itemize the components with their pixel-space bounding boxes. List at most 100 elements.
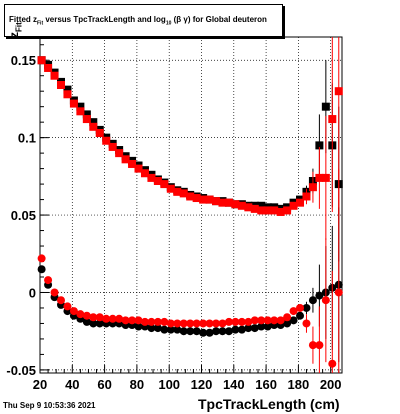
data-point-circle bbox=[147, 324, 156, 333]
data-point-circle bbox=[95, 319, 104, 328]
data-point-circle bbox=[166, 319, 175, 328]
data-point-square bbox=[37, 56, 46, 65]
data-point-square bbox=[205, 195, 214, 204]
data-point-square bbox=[153, 177, 162, 185]
data-point-circle bbox=[102, 314, 111, 323]
data-point-circle bbox=[89, 319, 98, 328]
data-point-circle bbox=[134, 322, 143, 331]
data-point-square bbox=[244, 203, 253, 212]
data-point-square bbox=[76, 107, 85, 116]
data-point-circle bbox=[218, 327, 227, 336]
data-point-circle bbox=[237, 317, 246, 326]
data-point-square bbox=[63, 90, 72, 99]
data-point-circle bbox=[186, 319, 195, 328]
data-point-circle bbox=[244, 324, 253, 333]
data-point-square bbox=[69, 99, 78, 108]
data-point-square bbox=[179, 189, 188, 198]
data-point-circle bbox=[44, 276, 53, 285]
data-point-square bbox=[173, 187, 182, 196]
data-point-circle bbox=[108, 314, 117, 323]
data-point-square bbox=[186, 192, 195, 201]
data-point-circle bbox=[160, 317, 169, 326]
data-point-circle bbox=[153, 324, 162, 333]
data-point-square bbox=[212, 197, 221, 206]
data-point-square bbox=[315, 173, 324, 182]
plot-frame bbox=[39, 36, 343, 374]
data-point-circle bbox=[56, 296, 65, 305]
data-point-circle bbox=[173, 325, 182, 334]
data-point-square bbox=[121, 155, 130, 164]
data-point-circle bbox=[263, 322, 272, 331]
data-point-square bbox=[276, 207, 285, 216]
x-tick-label: 120 bbox=[191, 377, 213, 392]
data-point-circle bbox=[289, 307, 298, 316]
y-tick-label: 0.1 bbox=[18, 131, 36, 146]
data-point-circle bbox=[179, 319, 188, 328]
x-tick-label: 100 bbox=[158, 377, 180, 392]
data-point-square bbox=[166, 184, 175, 193]
x-tick-label: 200 bbox=[320, 377, 342, 392]
data-point-square bbox=[231, 200, 240, 209]
data-point-circle bbox=[192, 319, 201, 328]
data-point-circle bbox=[302, 303, 311, 312]
data-point-circle bbox=[224, 317, 233, 326]
data-point-circle bbox=[328, 359, 337, 368]
y-tick-label: -0.05 bbox=[6, 363, 36, 378]
data-point-circle bbox=[308, 341, 317, 350]
chart-title-box: Fitted zFit versus TpcTrackLength and lo… bbox=[4, 4, 283, 37]
data-point-circle bbox=[205, 319, 214, 328]
data-point-circle bbox=[69, 307, 78, 316]
data-point-circle bbox=[205, 328, 214, 337]
data-point-circle bbox=[140, 317, 149, 326]
y-tick-label: 0 bbox=[29, 285, 36, 300]
data-point-circle bbox=[263, 316, 272, 325]
data-point-square bbox=[334, 87, 343, 96]
data-point-square bbox=[308, 183, 317, 192]
data-point-circle bbox=[237, 325, 246, 334]
data-point-circle bbox=[192, 327, 201, 336]
x-axis-label: TpcTrackLength (cm) bbox=[198, 396, 340, 412]
data-point-circle bbox=[199, 328, 208, 337]
data-point-circle bbox=[212, 327, 221, 336]
x-tick-label: 180 bbox=[288, 377, 310, 392]
data-point-circle bbox=[82, 311, 91, 320]
data-point-square bbox=[321, 173, 330, 182]
data-point-square bbox=[50, 71, 59, 80]
data-point-square bbox=[257, 201, 266, 210]
data-point-circle bbox=[173, 319, 182, 328]
data-point-circle bbox=[166, 325, 175, 334]
data-point-square bbox=[263, 206, 272, 215]
data-point-circle bbox=[37, 254, 46, 263]
data-point-square bbox=[134, 164, 143, 173]
axes: 20 40 60 80 100 120 140 160 180 200 -0.05 0 0.05 0.1 0… bbox=[6, 36, 343, 392]
data-point-square bbox=[302, 192, 311, 201]
data-point-circle bbox=[134, 316, 143, 325]
data-point-circle bbox=[283, 313, 292, 322]
data-point-square bbox=[289, 201, 298, 210]
data-point-square bbox=[237, 201, 246, 210]
y-tick-label: 0.15 bbox=[11, 53, 36, 68]
data-point-circle bbox=[250, 316, 259, 325]
data-point-square bbox=[328, 115, 337, 124]
data-point-square bbox=[102, 136, 111, 145]
y-axis-label: zFit bbox=[7, 22, 24, 38]
data-point-circle bbox=[121, 316, 130, 325]
x-tick-label: 60 bbox=[97, 377, 111, 392]
data-point-square bbox=[82, 115, 91, 124]
data-point-circle bbox=[224, 327, 233, 336]
data-point-circle bbox=[63, 302, 72, 311]
data-point-circle bbox=[315, 291, 324, 300]
data-point-square bbox=[283, 206, 292, 215]
data-point-circle bbox=[296, 303, 305, 312]
x-tick-label: 140 bbox=[223, 377, 245, 392]
x-tick-label: 80 bbox=[130, 377, 144, 392]
data-point-circle bbox=[244, 317, 253, 326]
data-point-square bbox=[115, 149, 124, 158]
data-point-circle bbox=[76, 310, 85, 319]
data-point-square bbox=[76, 102, 85, 111]
data-point-circle bbox=[250, 324, 259, 333]
data-point-square bbox=[89, 122, 98, 131]
data-point-circle bbox=[153, 317, 162, 326]
data-point-circle bbox=[231, 325, 240, 334]
data-point-square bbox=[296, 198, 305, 207]
